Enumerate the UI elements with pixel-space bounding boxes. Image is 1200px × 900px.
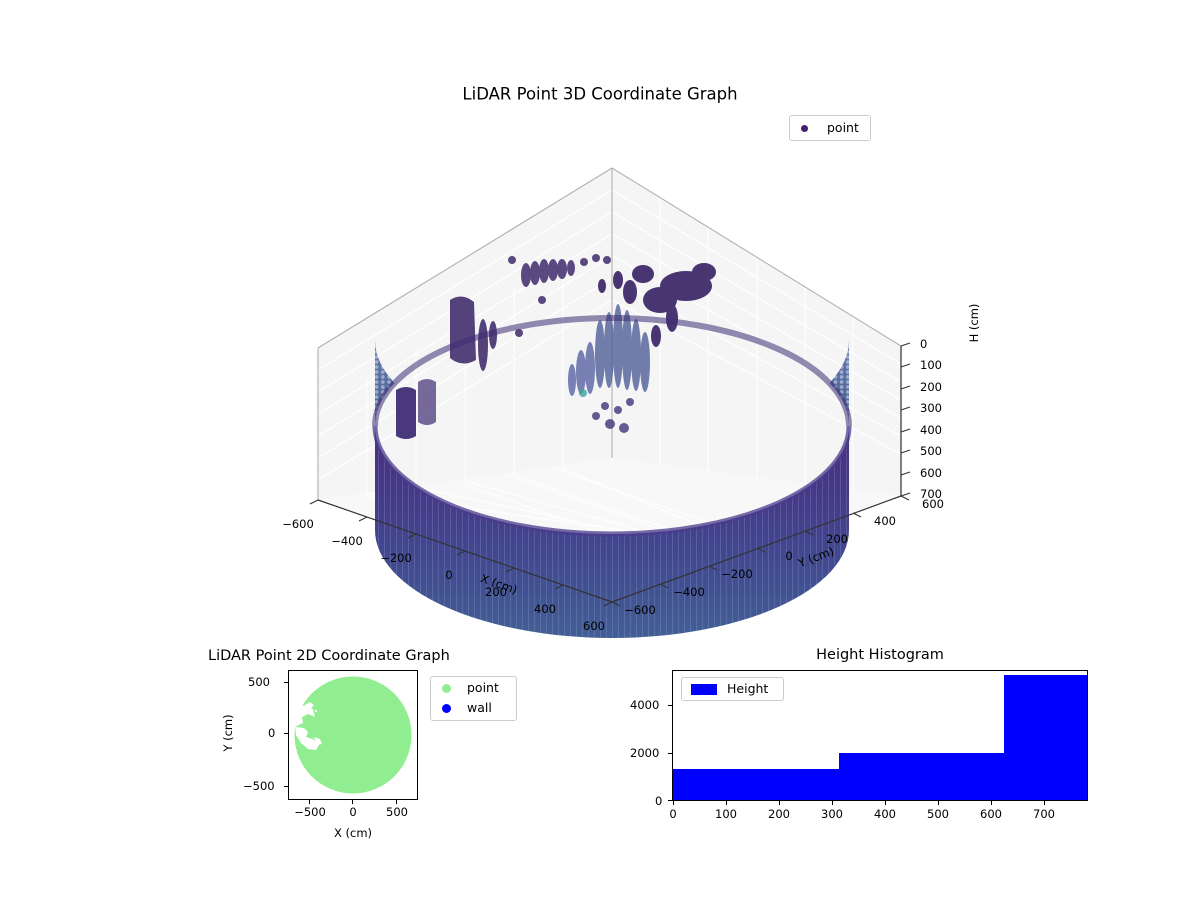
plot2d-axes[interactable] [288, 670, 418, 800]
plot3d-ztick-5: 500 [920, 444, 942, 458]
histogram-xtick-3: 300 [821, 807, 843, 821]
plot2d-legend[interactable]: point wall [430, 676, 517, 721]
legend-label-height: Height [727, 680, 769, 696]
plot2d-ytick-0: 500 [248, 675, 270, 689]
legend-entry-point[interactable]: point [797, 119, 863, 135]
legend-label-point: point [827, 119, 859, 135]
plot3d-xtick-2: −200 [380, 551, 412, 565]
legend-entry-height[interactable]: Height [688, 680, 777, 696]
plot2d-canvas [294, 676, 412, 794]
histogram-legend[interactable]: Height [681, 677, 784, 701]
plot3d-xtick-1: −400 [331, 534, 363, 548]
point-marker-icon [442, 684, 451, 693]
histogram-xtick-2: 200 [768, 807, 790, 821]
plot2d-ytick-1: 0 [268, 726, 276, 740]
histogram-xtick-1: 100 [715, 807, 737, 821]
histogram-xtick-6: 600 [980, 807, 1002, 821]
point-marker-icon [801, 124, 808, 132]
plot2d-point-disc [294, 676, 412, 794]
plot3d-point-cloud [372, 254, 852, 638]
plot3d-ytick-3: 0 [785, 549, 793, 563]
height-swatch-icon [691, 683, 717, 695]
plot3d-ztick-3: 300 [920, 401, 942, 415]
histogram-xtick-0: 0 [669, 807, 677, 821]
plot2d-ylabel: Y (cm) [221, 714, 235, 752]
histogram-xtick-4: 400 [874, 807, 896, 821]
histogram-bar-1[interactable] [838, 752, 1005, 800]
plot2d-xlabel: X (cm) [333, 826, 373, 840]
plot3d-ztick-2: 200 [920, 380, 942, 394]
histogram-ytick-1: 2000 [630, 746, 660, 760]
plot3d-ztick-1: 100 [920, 358, 942, 372]
histogram-ytick-0: 0 [655, 794, 663, 808]
legend-label-point: point [467, 680, 499, 696]
plot2d-ytick-2: −500 [243, 779, 275, 793]
plot3d-ztick-4: 400 [920, 423, 942, 437]
plot3d-ytick-0: −600 [624, 603, 656, 617]
histogram-bar-0[interactable] [673, 769, 839, 800]
teal-outlier-point [579, 389, 587, 397]
plot3d-zlabel: H (cm) [967, 303, 981, 343]
plot3d-xtick-3: 0 [445, 568, 453, 582]
plot3d-xtick-4: 200 [485, 585, 507, 599]
plot3d-ticks [309, 342, 911, 607]
plot3d-ztick-6: 600 [920, 466, 942, 480]
histogram-title: Height Histogram [816, 647, 944, 663]
plot3d-ytick-5: 400 [874, 514, 896, 528]
plot3d-ytick-4: 200 [826, 532, 848, 546]
plot3d-ztick-7: 700 [920, 487, 942, 501]
plot3d-legend[interactable]: point [789, 115, 871, 141]
plot3d-ytick-1: −400 [673, 585, 705, 599]
legend-label-wall: wall [467, 700, 492, 716]
plot3d-axes[interactable]: −600 −400 −200 0 200 400 600 −600 −400 −… [282, 140, 981, 638]
histogram-xtick-5: 500 [927, 807, 949, 821]
plot3d-title: LiDAR Point 3D Coordinate Graph [462, 84, 738, 104]
plot2d-xtick-1: 0 [349, 805, 357, 819]
plot3d-xtick-5: 400 [534, 602, 556, 616]
plot2d-xtick-0: −500 [294, 805, 326, 819]
wall-marker-icon [442, 704, 451, 713]
plot3d-ytick-6: 600 [922, 497, 944, 511]
plot3d-ztick-0: 0 [920, 337, 928, 351]
plot2d-title: LiDAR Point 2D Coordinate Graph [208, 648, 450, 664]
plot3d-xtick-6: 600 [583, 619, 605, 633]
legend-entry-wall[interactable]: wall [437, 699, 510, 719]
plot2d-xtick-2: 500 [386, 805, 408, 819]
plot3d-xtick-0: −600 [282, 517, 314, 531]
histogram-xtick-7: 700 [1033, 807, 1055, 821]
plot3d-canvas [309, 167, 911, 638]
plot3d-ytick-2: −200 [721, 567, 753, 581]
histogram-bar-2[interactable] [1004, 674, 1087, 800]
legend-entry-point[interactable]: point [437, 679, 510, 699]
histogram-ytick-2: 4000 [630, 698, 660, 712]
